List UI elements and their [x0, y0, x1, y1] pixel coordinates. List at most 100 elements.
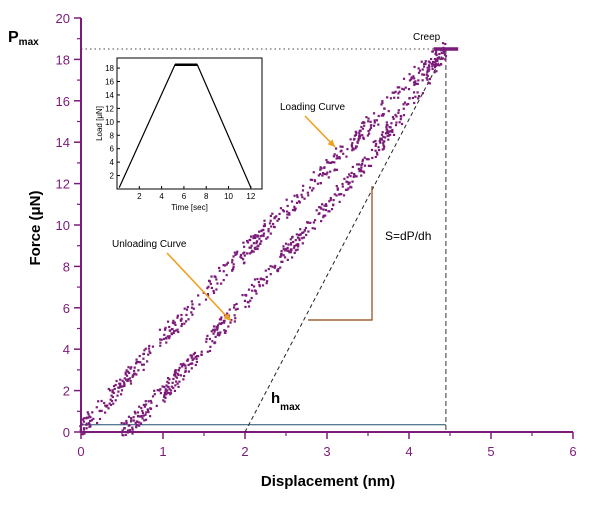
data-point — [180, 317, 183, 320]
data-point — [338, 200, 341, 203]
data-point — [343, 177, 346, 180]
data-point — [397, 92, 400, 95]
data-point — [85, 417, 88, 420]
data-point — [288, 251, 291, 254]
data-point — [282, 254, 285, 257]
data-point — [438, 64, 441, 67]
data-point — [243, 299, 247, 303]
data-point — [428, 77, 432, 81]
data-point — [279, 207, 283, 210]
data-point — [253, 278, 257, 281]
data-point — [249, 246, 252, 249]
data-point — [322, 216, 325, 219]
data-point — [194, 356, 197, 359]
data-point — [137, 360, 140, 364]
data-point — [388, 130, 391, 133]
data-point — [217, 331, 220, 334]
data-point — [239, 253, 243, 257]
data-point — [283, 249, 286, 252]
data-point — [399, 118, 402, 121]
inset-x-axis-title: Time [sec] — [171, 203, 208, 212]
data-point — [277, 268, 280, 271]
data-point — [382, 144, 385, 147]
data-point — [268, 222, 272, 225]
data-point — [110, 399, 114, 403]
data-point — [185, 313, 188, 317]
data-point — [149, 399, 152, 403]
data-point — [288, 213, 291, 216]
data-point — [401, 87, 404, 90]
data-point — [435, 62, 438, 65]
data-point — [269, 214, 272, 218]
data-point — [329, 170, 332, 173]
data-point — [385, 123, 388, 127]
data-point — [357, 139, 360, 142]
data-point — [79, 425, 82, 428]
data-point — [335, 154, 339, 157]
data-point — [355, 175, 358, 178]
data-point — [382, 114, 385, 117]
data-point — [367, 129, 370, 133]
data-point — [121, 429, 124, 432]
data-point — [127, 415, 131, 418]
data-point — [377, 114, 380, 118]
data-point — [306, 191, 309, 194]
data-point — [440, 51, 443, 55]
data-point — [110, 394, 113, 397]
data-point — [163, 400, 166, 403]
pmax-subscript: max — [19, 37, 39, 48]
inset-y-tick-label: 14 — [105, 91, 114, 100]
data-point — [339, 150, 342, 153]
data-point — [299, 233, 302, 236]
data-point — [108, 402, 111, 405]
data-point — [288, 211, 291, 215]
data-point — [195, 355, 199, 358]
data-point — [322, 172, 325, 175]
data-point — [375, 119, 378, 122]
data-point — [265, 237, 268, 240]
data-point — [381, 100, 384, 103]
data-point — [328, 210, 331, 213]
data-point — [132, 416, 135, 419]
data-point — [367, 120, 370, 123]
data-point — [180, 324, 183, 328]
data-point — [316, 182, 319, 185]
data-point — [138, 421, 141, 424]
inset-y-tick-label: 16 — [105, 78, 114, 87]
data-point — [354, 145, 358, 148]
data-point — [310, 189, 314, 192]
data-point — [183, 307, 186, 310]
y-tick-label: 16 — [56, 94, 70, 109]
data-point — [335, 184, 338, 188]
inset-x-tick-label: 6 — [182, 192, 187, 201]
data-point — [352, 148, 355, 151]
data-point — [413, 77, 416, 80]
data-point — [318, 212, 321, 215]
data-point — [228, 308, 231, 311]
data-point — [138, 405, 141, 408]
data-point — [427, 81, 430, 85]
data-point — [135, 360, 138, 364]
data-point — [163, 391, 166, 395]
data-point — [262, 228, 265, 232]
data-point — [349, 138, 352, 141]
data-point — [166, 377, 170, 380]
data-point — [111, 389, 114, 392]
data-point — [125, 374, 129, 377]
data-point — [386, 96, 389, 99]
data-point — [377, 123, 380, 126]
data-point — [144, 418, 148, 421]
data-point — [356, 140, 359, 144]
data-point — [313, 227, 316, 230]
data-point — [173, 330, 176, 333]
data-point — [293, 244, 296, 248]
data-point — [332, 204, 335, 207]
data-point — [252, 242, 255, 245]
data-point — [133, 366, 136, 369]
data-point — [309, 178, 312, 181]
data-point — [395, 115, 398, 118]
data-point — [423, 62, 427, 65]
data-point — [121, 379, 124, 382]
data-point — [365, 116, 368, 119]
data-point — [338, 157, 341, 160]
